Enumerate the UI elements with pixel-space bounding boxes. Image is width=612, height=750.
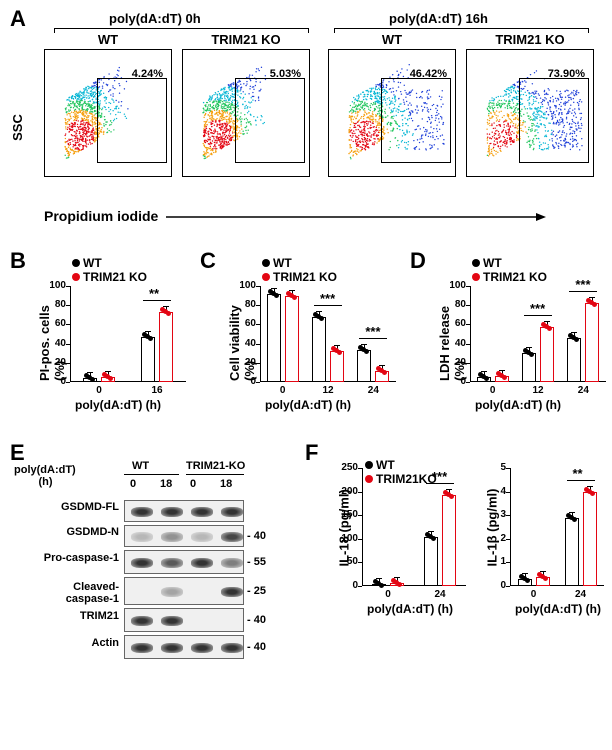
- facs-title: TRIM21 KO: [466, 32, 594, 47]
- facs-plot: 46.42%: [328, 49, 456, 177]
- bar: [585, 303, 599, 382]
- header-right-text: poly(dA:dT) 16h: [389, 11, 488, 26]
- facs-plot: 73.90%: [466, 49, 594, 177]
- chart-f1: 012345024**IL-1β (pg/ml)poly(dA:dT) (h): [478, 460, 608, 620]
- bar: [141, 337, 155, 382]
- bar: [522, 353, 536, 382]
- facs-title: TRIM21 KO: [182, 32, 310, 47]
- pi-text: Propidium iodide: [44, 208, 158, 224]
- bar: [285, 296, 299, 382]
- bar: [330, 351, 344, 382]
- pi-label: Propidium iodide: [44, 208, 546, 224]
- legend-item: TRIM21 KO: [472, 270, 547, 284]
- bar: [442, 495, 456, 586]
- group-line-right: [334, 28, 589, 29]
- ssc-label: SSC: [10, 114, 25, 141]
- legend-item: WT: [472, 256, 547, 270]
- blot-label: Cleaved- caspase-1: [14, 581, 119, 605]
- bar: [565, 518, 579, 586]
- blot-label: GSDMD-N: [14, 526, 119, 538]
- bar: [424, 537, 438, 586]
- panel-a-label: A: [10, 6, 26, 32]
- panel-c-label: C: [200, 248, 216, 274]
- header-right: poly(dA:dT) 16h: [389, 10, 488, 28]
- header-left: poly(dA:dT) 0h: [109, 10, 201, 28]
- group-line-left: [54, 28, 309, 29]
- blot-label: Pro-caspase-1: [14, 552, 119, 564]
- facs-title: WT: [328, 32, 456, 47]
- blot-container: WTTRIM21-KOpoly(dA:dT) (h)018018GSDMD-FL…: [14, 460, 294, 500]
- facs-plot: 5.03%: [182, 49, 310, 177]
- bar: [540, 327, 554, 382]
- chart-c: 020406080100WTTRIM21 KO01224******Cell v…: [228, 256, 400, 416]
- legend-item: WT: [72, 256, 147, 270]
- chart-b: 020406080100WTTRIM21 KO016**PI-pos. cell…: [38, 256, 190, 416]
- blot-label: TRIM21: [14, 610, 119, 622]
- bar: [583, 492, 597, 586]
- facs-title: WT: [44, 32, 172, 47]
- legend-item: WT: [262, 256, 337, 270]
- bar: [159, 312, 173, 382]
- legend-item: TRIM21 KO: [262, 270, 337, 284]
- header-left-text: poly(dA:dT) 0h: [109, 11, 201, 26]
- blot-label: GSDMD-FL: [14, 501, 119, 513]
- chart-d: 020406080100WTTRIM21 KO01224******LDH re…: [438, 256, 610, 416]
- facs-plot: 4.24%: [44, 49, 172, 177]
- legend-item: TRIM21 KO: [72, 270, 147, 284]
- panel-d-label: D: [410, 248, 426, 274]
- blot-label: Actin: [14, 637, 119, 649]
- bar: [357, 350, 371, 382]
- bar: [267, 294, 281, 382]
- panel-b-label: B: [10, 248, 26, 274]
- bar: [567, 338, 581, 382]
- panel-f-label: F: [305, 440, 318, 466]
- bar: [312, 317, 326, 382]
